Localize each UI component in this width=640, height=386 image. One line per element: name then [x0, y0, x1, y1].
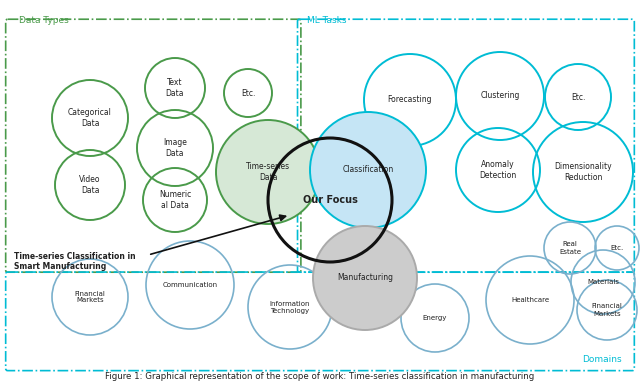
Text: Real
Estate: Real Estate [559, 242, 581, 254]
Text: Information
Technology: Information Technology [269, 300, 310, 313]
Text: Financial
Markets: Financial Markets [591, 303, 623, 317]
Text: Anomaly
Detection: Anomaly Detection [479, 160, 516, 180]
Circle shape [310, 112, 426, 228]
Text: Communication: Communication [163, 282, 218, 288]
Text: Dimensionality
Reduction: Dimensionality Reduction [554, 162, 612, 182]
Text: Domains: Domains [582, 355, 622, 364]
Text: Forecasting: Forecasting [388, 95, 432, 105]
Text: Etc.: Etc. [611, 245, 623, 251]
Text: Data Types: Data Types [19, 16, 69, 25]
Text: Clustering: Clustering [480, 91, 520, 100]
Text: Healthcare: Healthcare [511, 297, 549, 303]
Text: Our Focus: Our Focus [303, 195, 357, 205]
Text: Etc.: Etc. [571, 93, 585, 102]
Text: Numeric
al Data: Numeric al Data [159, 190, 191, 210]
Text: Energy: Energy [423, 315, 447, 321]
Text: Image
Data: Image Data [163, 138, 187, 158]
Text: ML Tasks: ML Tasks [307, 16, 347, 25]
Text: Etc.: Etc. [241, 88, 255, 98]
Text: Time-series Classification in
Smart Manufacturing: Time-series Classification in Smart Manu… [14, 252, 136, 271]
Circle shape [216, 120, 320, 224]
Text: Classification: Classification [342, 166, 394, 174]
Circle shape [313, 226, 417, 330]
Text: Categorical
Data: Categorical Data [68, 108, 112, 128]
Text: Financial
Markets: Financial Markets [75, 291, 106, 303]
Text: Materials: Materials [587, 279, 619, 285]
Text: Time-series
Data: Time-series Data [246, 162, 290, 182]
Text: Video
Data: Video Data [79, 175, 100, 195]
Text: Manufacturing: Manufacturing [337, 274, 393, 283]
Text: Text
Data: Text Data [166, 78, 184, 98]
Text: Figure 1: Graphical representation of the scope of work: Time-series classificat: Figure 1: Graphical representation of th… [106, 372, 534, 381]
